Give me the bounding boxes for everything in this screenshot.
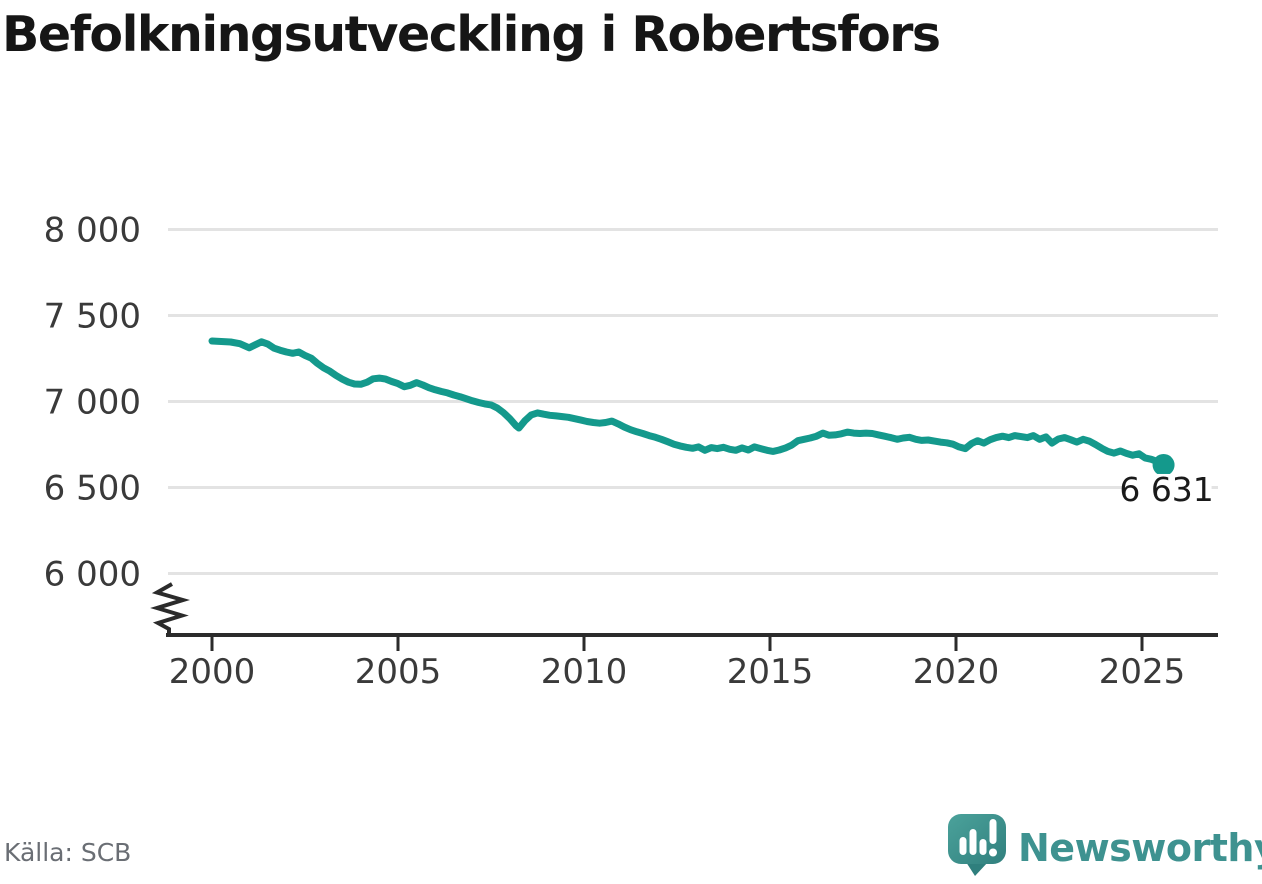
exclamation-icon xyxy=(989,819,997,844)
population-line xyxy=(208,337,1168,469)
x-tick-label: 2015 xyxy=(727,652,814,692)
x-axis-ticks xyxy=(210,637,1144,651)
x-tick-label: 2025 xyxy=(1099,652,1186,692)
exclamation-dot-icon xyxy=(989,848,997,857)
newsworthy-wordmark: Newsworthy xyxy=(1018,826,1262,870)
y-tick-label: 8 000 xyxy=(44,211,141,251)
gridlines xyxy=(168,228,1218,575)
bar-icon xyxy=(969,829,977,855)
y-tick-label: 7 000 xyxy=(44,383,141,423)
y-axis-labels: 8 000 7 500 7 000 6 500 6 000 xyxy=(44,211,141,595)
bar-icon xyxy=(959,837,967,855)
latest-value-label-background xyxy=(1121,473,1212,511)
x-tick-label: 2010 xyxy=(541,652,628,692)
latest-value-dot xyxy=(1152,453,1175,476)
x-tick-label: 2020 xyxy=(913,652,1000,692)
page-title: Befolkningsutveckling i Robertsfors xyxy=(2,6,941,63)
source-caption: Källa: SCB xyxy=(4,838,132,867)
latest-value-label: 6 631 xyxy=(1119,470,1213,509)
x-axis-labels: 2000 2005 2010 2015 2020 2025 xyxy=(169,652,1186,692)
x-tick-label: 2000 xyxy=(169,652,256,692)
x-tick-label: 2005 xyxy=(355,652,442,692)
bar-icon xyxy=(979,839,987,855)
y-axis-break-icon xyxy=(150,582,191,635)
newsworthy-speech-bubble-chart-icon xyxy=(948,814,1006,876)
y-tick-label: 6 500 xyxy=(44,469,141,509)
y-tick-label: 7 500 xyxy=(44,297,141,337)
y-tick-label: 6 000 xyxy=(44,555,141,595)
newsworthy-logo: Newsworthy xyxy=(948,814,1262,884)
